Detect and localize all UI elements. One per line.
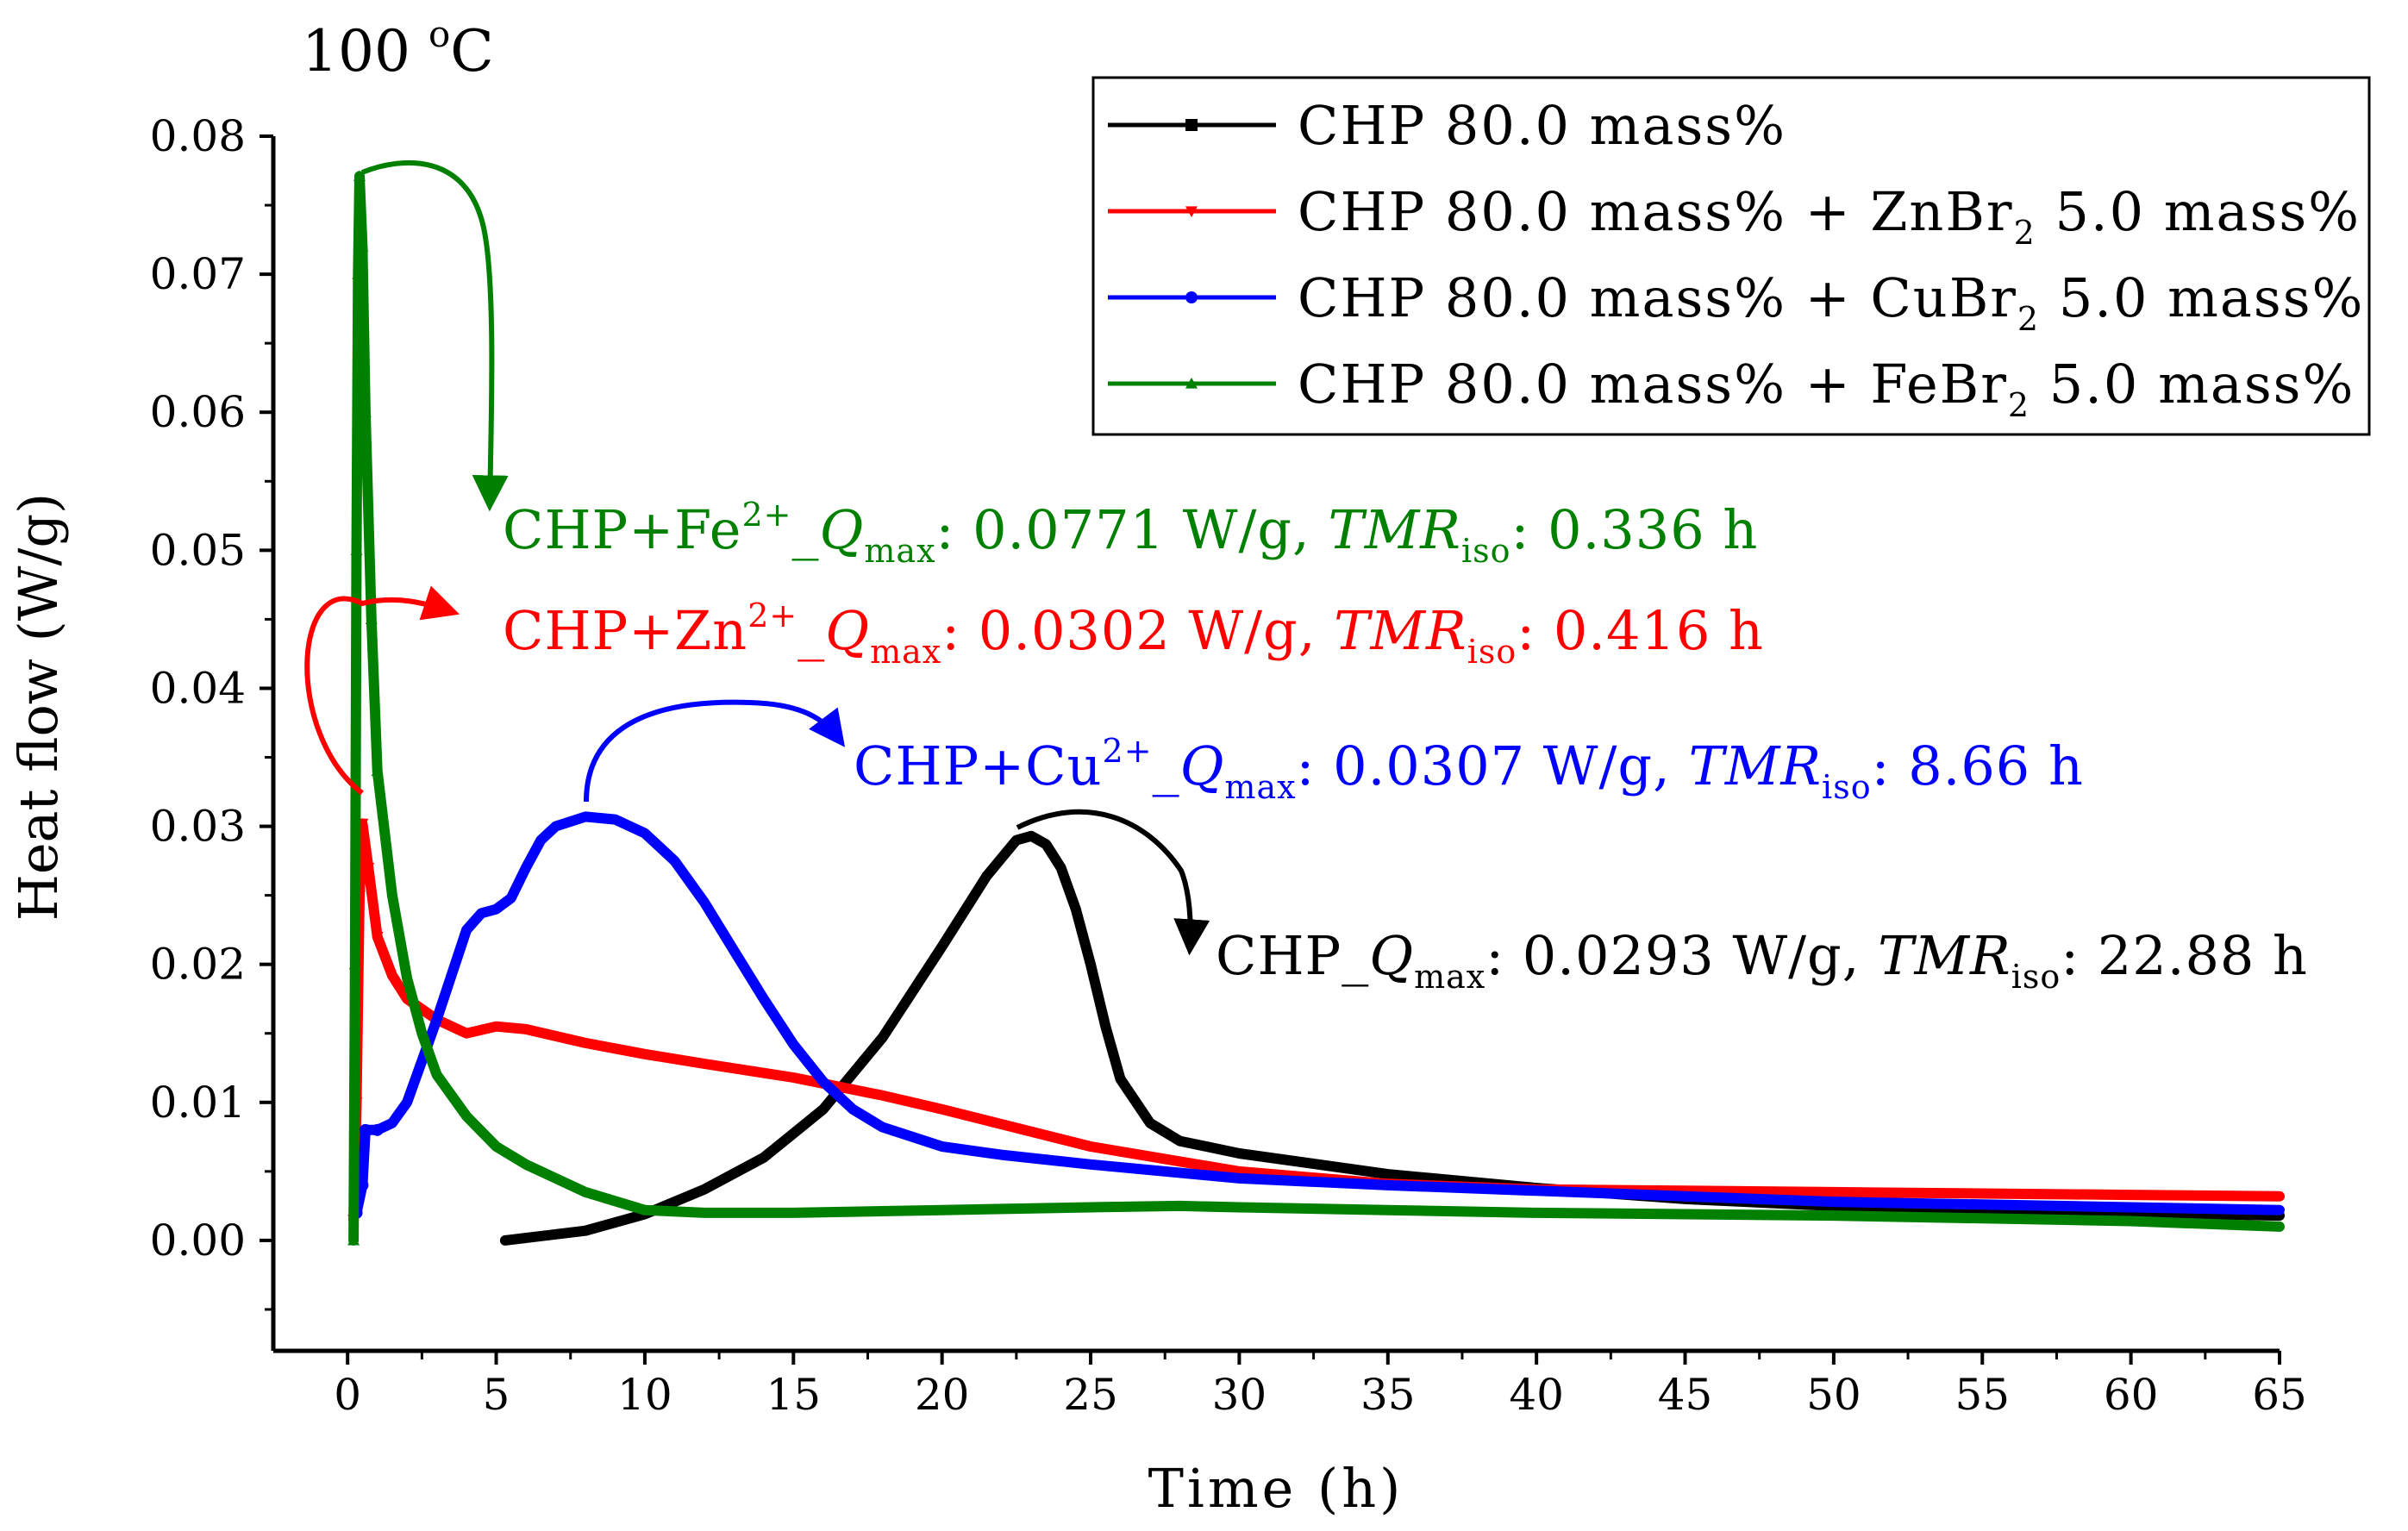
legend-label: CHP 80.0 mass% + CuBr2 5.0 mass%: [1298, 266, 2364, 338]
y-tick-label: 0.05: [150, 525, 246, 575]
x-tick-label: 5: [483, 1370, 510, 1420]
annotation-arrows: [304, 159, 1210, 956]
legend-label: CHP 80.0 mass%: [1298, 94, 1786, 157]
series-point-3: [347, 1234, 360, 1246]
series-point-3: [353, 170, 366, 182]
series-point-3: [365, 613, 378, 624]
series-layer: [347, 170, 2285, 1246]
y-tick-label: 0.03: [150, 802, 246, 852]
arrow-fe: [360, 159, 509, 512]
x-tick-label: 50: [1806, 1370, 1861, 1420]
y-tick-label: 0.07: [150, 249, 246, 299]
y-tick-label: 0.06: [150, 387, 246, 437]
chart-title: 100 oC: [302, 13, 494, 84]
series-point-3: [350, 544, 363, 555]
legend-marker: [1185, 378, 1198, 389]
annotation-label: CHP+Fe2+_Qmax: 0.0771 W/g, TMRiso: 0.336…: [503, 496, 1758, 570]
legend-label: CHP 80.0 mass% + ZnBr2 5.0 mass%: [1298, 180, 2361, 252]
x-tick-label: 10: [617, 1370, 672, 1420]
annotation-label: CHP+Cu2+_Qmax: 0.0307 W/g, TMRiso: 8.66 …: [854, 732, 2084, 806]
x-tick-label: 20: [915, 1370, 970, 1420]
x-tick-label: 25: [1063, 1370, 1118, 1420]
series-point-3: [371, 765, 384, 777]
x-axis-label: Time (h): [1148, 1457, 1404, 1520]
legend: CHP 80.0 mass% CHP 80.0 mass% + ZnBr2 5.0…: [1091, 76, 2371, 436]
y-tick-label: 0.02: [150, 940, 246, 990]
annotations: CHP+Fe2+_Qmax: 0.0771 W/g, TMRiso: 0.336…: [503, 496, 2308, 996]
series-point-1: [371, 932, 384, 943]
series-point-2: [371, 1123, 384, 1136]
arrow-cu: [584, 699, 846, 803]
axes: [271, 136, 2280, 1353]
legend-box: [1091, 76, 2371, 436]
annotation-label: CHP_Qmax: 0.0293 W/g, TMRiso: 22.88 h: [1216, 924, 2308, 996]
legend-marker: [1185, 206, 1198, 217]
series-point-2: [359, 1123, 372, 1136]
x-tick-label: 35: [1360, 1370, 1416, 1420]
arrow-chp: [1016, 809, 1210, 956]
x-tick-label: 30: [1212, 1370, 1267, 1420]
x-tick-label: 40: [1509, 1370, 1564, 1420]
x-tick-label: 55: [1955, 1370, 2010, 1420]
y-tick-label: 0.00: [150, 1215, 246, 1265]
series-point-3: [348, 958, 361, 970]
x-tick-label: 15: [766, 1370, 821, 1420]
annotation-label: CHP+Zn2+_Qmax: 0.0302 W/g, TMRiso: 0.416…: [503, 597, 1764, 671]
y-tick-label: 0.08: [150, 111, 246, 161]
axis-ticks: 0 5 10 15 20 25 30 35 40 45 50 55 60 65 0.00 0.01 0.02 0.…: [150, 111, 2307, 1420]
y-tick-label: 0.04: [150, 663, 246, 713]
arrow-zn: [304, 585, 460, 796]
y-axis-label: Heat flow (W/g): [7, 493, 70, 921]
legend-label: CHP 80.0 mass% + FeBr2 5.0 mass%: [1298, 353, 2355, 424]
series-point-3: [356, 241, 369, 252]
y-tick-label: 0.01: [150, 1078, 246, 1128]
series-point-3: [359, 406, 372, 417]
series-point-3: [352, 268, 365, 279]
x-tick-label: 0: [334, 1370, 361, 1420]
x-tick-label: 60: [2104, 1370, 2159, 1420]
series-line-3: [348, 171, 2285, 1246]
series-point-2: [356, 1178, 369, 1191]
x-tick-label: 45: [1658, 1370, 1713, 1420]
legend-marker: [1185, 119, 1198, 131]
legend-marker: [1185, 291, 1198, 303]
x-tick-label: 65: [2252, 1370, 2307, 1420]
series-line-2: [351, 811, 2285, 1218]
series-point-1: [362, 863, 375, 874]
